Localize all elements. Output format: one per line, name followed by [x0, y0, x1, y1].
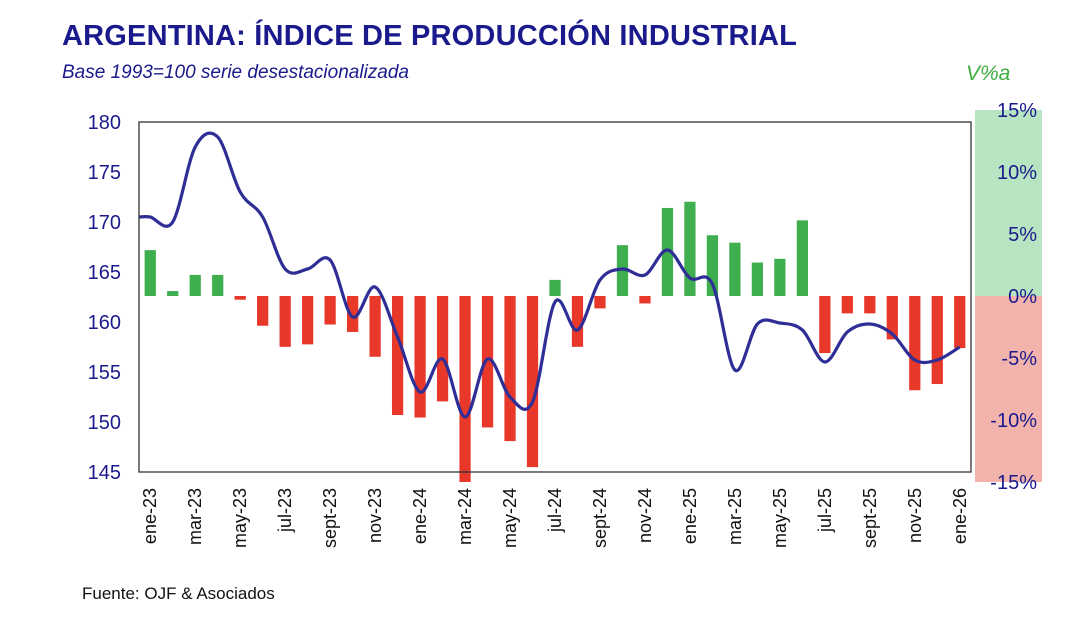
bar-ene-24 [414, 296, 426, 418]
bar-nov-24 [639, 296, 651, 304]
bar-ene-25 [684, 201, 696, 296]
right-tick-label: 5% [1008, 224, 1037, 246]
x-tick-label: jul-23 [275, 488, 295, 533]
x-tick-label: ene-26 [950, 488, 970, 544]
x-tick-label: nov-23 [365, 488, 385, 543]
bar-may-24 [504, 296, 516, 442]
chart-title: ARGENTINA: ÍNDICE DE PRODUCCIÓN INDUSTRI… [62, 20, 798, 52]
bar-may-23 [234, 296, 246, 300]
left-tick-label: 155 [88, 362, 121, 384]
x-tick-label: mar-25 [725, 488, 745, 545]
bar-jun-25 [796, 220, 808, 296]
right-tick-label: -15% [990, 472, 1037, 494]
right-tick-label: 15% [997, 100, 1037, 122]
chart-subtitle: Base 1993=100 serie desestacionalizada [62, 62, 410, 83]
x-tick-label: mar-23 [185, 488, 205, 545]
right-tick-label: -10% [990, 410, 1037, 432]
bar-jun-23 [257, 296, 269, 326]
x-tick-label: sept-23 [320, 488, 340, 548]
bar-oct-23 [347, 296, 359, 332]
bar-jul-23 [279, 296, 291, 347]
bar-abr-24 [481, 296, 494, 428]
right-axis-unit: V%a [966, 62, 1011, 85]
bar-feb-24 [436, 296, 449, 402]
bar-nov-25 [909, 296, 921, 391]
x-tick-label: ene-24 [410, 488, 430, 544]
bar-sept-24 [594, 296, 606, 309]
bar-series-yoy-change [144, 201, 966, 482]
x-tick-label: nov-24 [635, 488, 655, 543]
x-tick-label: may-23 [230, 488, 250, 548]
bar-feb-23 [167, 291, 179, 296]
right-axis-ticks: 15% 10% 5% 0% -5% -10% -15% [990, 100, 1037, 494]
negative-band [975, 296, 1042, 482]
bar-jul-24 [549, 279, 561, 296]
source-note: Fuente: OJF & Asociados [82, 584, 275, 603]
bar-dic-25 [931, 296, 943, 385]
bar-abr-23 [212, 274, 224, 296]
index-line [138, 131, 961, 419]
bar-mar-23 [189, 274, 201, 296]
bar-dic-23 [391, 296, 404, 416]
x-axis-ticks: ene-23 mar-23 may-23 jul-23 sept-23 nov-23 ene… [140, 488, 970, 548]
bar-jun-24 [526, 296, 539, 468]
line-series-index [138, 131, 961, 419]
right-tick-label: 10% [997, 162, 1037, 184]
x-tick-label: jul-25 [815, 488, 835, 533]
bar-mar-24 [459, 296, 471, 482]
right-tick-label: -5% [1001, 348, 1037, 370]
bar-sept-23 [324, 296, 336, 325]
x-tick-label: sept-25 [860, 488, 880, 548]
x-tick-label: jul-24 [545, 488, 565, 533]
bar-abr-25 [751, 262, 763, 296]
positive-band [975, 110, 1042, 296]
bar-ago-23 [302, 296, 314, 345]
left-tick-label: 150 [88, 412, 121, 434]
bar-oct-25 [886, 296, 898, 340]
left-tick-label: 160 [88, 312, 121, 334]
bar-nov-23 [369, 296, 381, 357]
bar-mar-25 [729, 242, 741, 296]
right-tick-label: 0% [1008, 286, 1037, 308]
bar-ene-26 [954, 296, 966, 349]
bar-may-25 [774, 258, 786, 296]
x-tick-label: nov-25 [905, 488, 925, 543]
left-tick-label: 180 [88, 112, 121, 134]
x-tick-label: may-24 [500, 488, 520, 548]
x-tick-label: ene-25 [680, 488, 700, 544]
right-axis-bands [975, 110, 1042, 482]
bar-dic-24 [661, 207, 674, 296]
bar-ago-25 [841, 296, 853, 314]
left-tick-label: 170 [88, 212, 121, 234]
x-tick-label: sept-24 [590, 488, 610, 548]
bar-jul-25 [819, 296, 831, 354]
x-tick-label: may-25 [770, 488, 790, 548]
bar-feb-25 [706, 235, 719, 296]
left-tick-label: 165 [88, 262, 121, 284]
left-tick-label: 145 [88, 462, 121, 484]
x-tick-label: mar-24 [455, 488, 475, 545]
bar-ene-23 [144, 250, 156, 296]
left-tick-label: 175 [88, 162, 121, 184]
bar-sept-25 [864, 296, 876, 314]
x-tick-label: ene-23 [140, 488, 160, 544]
plot-area-frame [138, 121, 972, 473]
bar-ago-24 [571, 296, 584, 347]
left-axis-ticks: 180 175 170 165 160 155 150 145 [88, 112, 121, 484]
